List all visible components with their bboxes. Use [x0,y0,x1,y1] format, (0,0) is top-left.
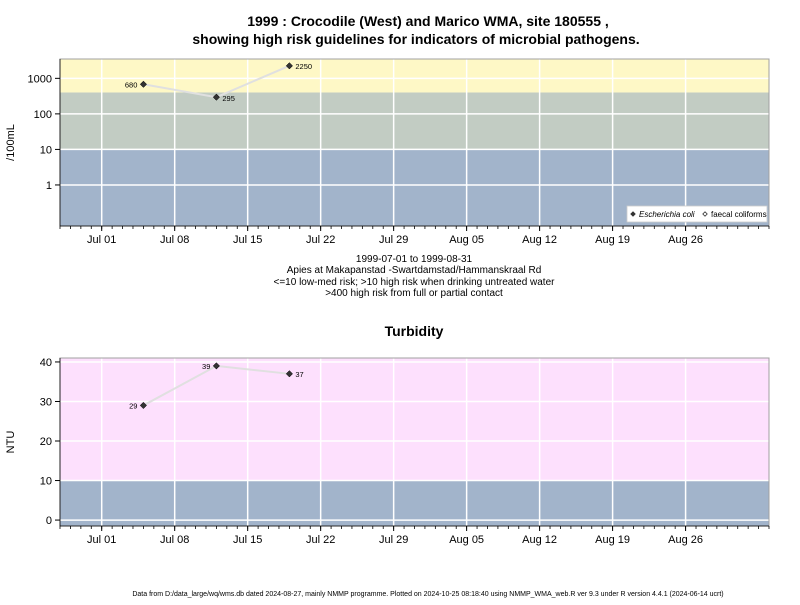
risk-band-2 [60,59,769,93]
legend: Escherichia coli faecal coliforms [626,205,768,223]
x-tick-label: Jul 15 [233,534,262,546]
x-tick-label: Aug 19 [595,534,630,546]
legend-entry-1: faecal coliforms [711,210,767,219]
y-tick-label: 1 [46,180,52,192]
x-tick-label: Aug 05 [449,534,484,546]
subtitle-risk-contact: >400 high risk from full or partial cont… [325,288,503,299]
y-axis-title: /100mL [5,124,17,161]
data-label: 680 [125,80,138,89]
subtitle-site: Apies at Makapanstad -Swartdamstad/Hamma… [287,265,542,276]
microbial-plot: Jul 01 Jul 08 Jul 15 Jul 22 Jul 29 Aug 05 Aug … [5,58,770,246]
x-tick-label: Aug 19 [595,234,630,246]
data-point [212,93,220,101]
subtitle-risk-drinking: <=10 low-med risk; >10 high risk when dr… [274,277,556,288]
y-tick-label: 20 [40,436,52,448]
legend-entry-0: Escherichia coli [639,210,695,219]
x-tick-label: Jul 15 [233,234,262,246]
x-tick-label: Jul 08 [160,234,189,246]
x-tick-label: Jul 22 [306,234,335,246]
y-tick-label: 40 [40,357,52,369]
y-tick-label: 30 [40,396,52,408]
x-tick-label: Aug 12 [522,234,557,246]
risk-band-1 [60,358,769,481]
x-tick-label: Aug 05 [449,234,484,246]
y-tick-label: 10 [40,476,52,488]
data-point [285,62,293,70]
subtitle-date-range: 1999-07-01 to 1999-08-31 [356,254,473,265]
data-label: 295 [222,94,235,103]
x-tick-label: Jul 01 [87,234,116,246]
x-tick-label: Jul 22 [306,534,335,546]
x-tick-label: Jul 01 [87,534,116,546]
x-tick-label: Jul 29 [379,234,408,246]
y-tick-label: 10 [40,144,52,156]
legend-marker-1 [702,211,708,217]
y-tick-label: 100 [34,109,52,121]
risk-band-1 [60,92,769,150]
data-point [139,401,147,409]
x-tick-label: Jul 29 [379,534,408,546]
data-label: 2250 [295,62,312,71]
data-label: 37 [295,370,303,379]
footer-note: Data from D:/data_large/wq/wms.db dated … [132,591,723,598]
data-point [139,80,147,88]
x-tick-label: Aug 26 [668,234,703,246]
turbidity-title: Turbidity [385,323,444,339]
y-tick-label: 0 [46,515,52,527]
x-tick-label: Aug 12 [522,534,557,546]
legend-box [626,205,768,223]
data-label: 29 [129,401,137,410]
data-point [285,370,293,378]
data-point [212,362,220,370]
chart-title-line2: showing high risk guidelines for indicat… [192,31,639,47]
x-tick-label: Aug 26 [668,534,703,546]
legend-marker-0 [630,211,636,217]
risk-band-0 [60,480,769,526]
data-label: 39 [202,362,210,371]
chart-title-line1: 1999 : Crocodile (West) and Marico WMA, … [247,13,609,29]
y-tick-label: 1000 [28,73,52,85]
turbidity-plot: Jul 01 Jul 08 Jul 15 Jul 22 Jul 29 Aug 05 Aug … [5,357,770,546]
y-axis-title: NTU [5,431,17,454]
x-tick-label: Jul 08 [160,534,189,546]
